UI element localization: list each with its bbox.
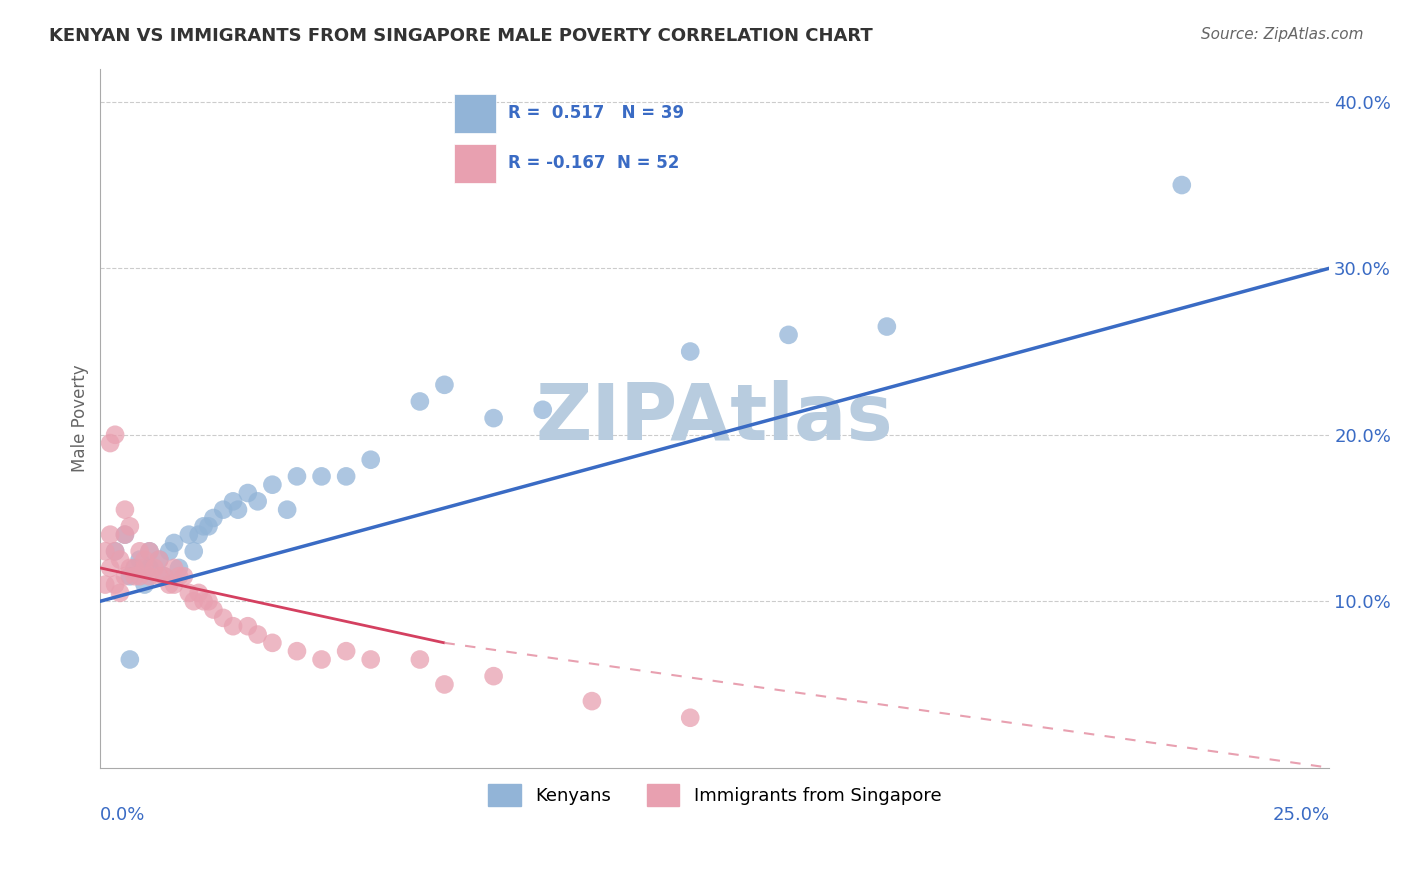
Point [128,552,150,566]
Point [285,469,308,483]
Point [148,569,170,583]
Text: 25.0%: 25.0% [1272,806,1329,824]
Point [778,327,800,342]
Point [114,569,136,583]
Point [118,561,141,575]
Point [193,519,215,533]
Point [98,436,121,450]
Point [134,561,156,575]
Point [876,319,898,334]
Y-axis label: Male Poverty: Male Poverty [72,364,89,472]
Point [163,536,186,550]
Point [118,569,141,583]
Point [285,644,308,658]
Point [433,677,456,691]
Point [581,694,603,708]
Point [128,544,150,558]
Point [222,619,245,633]
Point [360,652,382,666]
Point [138,561,160,575]
Point [531,402,554,417]
Point [138,544,160,558]
Point [104,577,127,591]
Point [187,586,209,600]
Point [124,561,146,575]
Point [482,669,505,683]
Point [98,561,121,575]
Point [157,577,180,591]
Point [104,544,127,558]
Point [262,477,284,491]
Point [482,411,505,425]
Point [679,711,702,725]
Point [311,469,333,483]
Point [276,502,298,516]
Text: 0.0%: 0.0% [100,806,146,824]
Point [335,469,357,483]
Point [128,569,150,583]
Point [202,511,225,525]
Point [114,527,136,541]
Point [134,577,156,591]
Point [118,519,141,533]
Point [197,594,219,608]
Point [197,519,219,533]
Point [226,502,249,516]
Point [222,494,245,508]
Text: Source: ZipAtlas.com: Source: ZipAtlas.com [1201,27,1364,42]
Point [114,527,136,541]
Point [163,561,186,575]
Point [212,502,235,516]
Point [94,544,117,558]
Point [262,636,284,650]
Point [167,569,190,583]
Point [183,544,205,558]
Point [679,344,702,359]
Point [173,569,195,583]
Point [360,452,382,467]
Point [187,527,209,541]
Point [98,527,121,541]
Point [138,569,160,583]
Point [183,594,205,608]
Point [1171,178,1194,192]
Point [246,494,269,508]
Point [335,644,357,658]
Point [124,561,146,575]
Point [163,577,186,591]
Point [124,569,146,583]
Point [114,502,136,516]
Point [148,552,170,566]
Point [246,627,269,641]
Point [212,611,235,625]
Point [148,552,170,566]
Text: KENYAN VS IMMIGRANTS FROM SINGAPORE MALE POVERTY CORRELATION CHART: KENYAN VS IMMIGRANTS FROM SINGAPORE MALE… [49,27,873,45]
Point [433,377,456,392]
Point [104,427,127,442]
Point [193,594,215,608]
Point [409,652,432,666]
Point [236,486,259,500]
Point [143,561,166,575]
Point [153,569,176,583]
Text: ZIPAtlas: ZIPAtlas [536,380,894,456]
Legend: Kenyans, Immigrants from Singapore: Kenyans, Immigrants from Singapore [479,774,950,814]
Point [167,561,190,575]
Point [311,652,333,666]
Point [236,619,259,633]
Point [409,394,432,409]
Point [153,569,176,583]
Point [108,552,131,566]
Point [104,544,127,558]
Point [202,602,225,616]
Point [108,586,131,600]
Point [157,544,180,558]
Point [177,527,200,541]
Point [118,652,141,666]
Point [177,586,200,600]
Point [138,544,160,558]
Point [94,577,117,591]
Point [134,552,156,566]
